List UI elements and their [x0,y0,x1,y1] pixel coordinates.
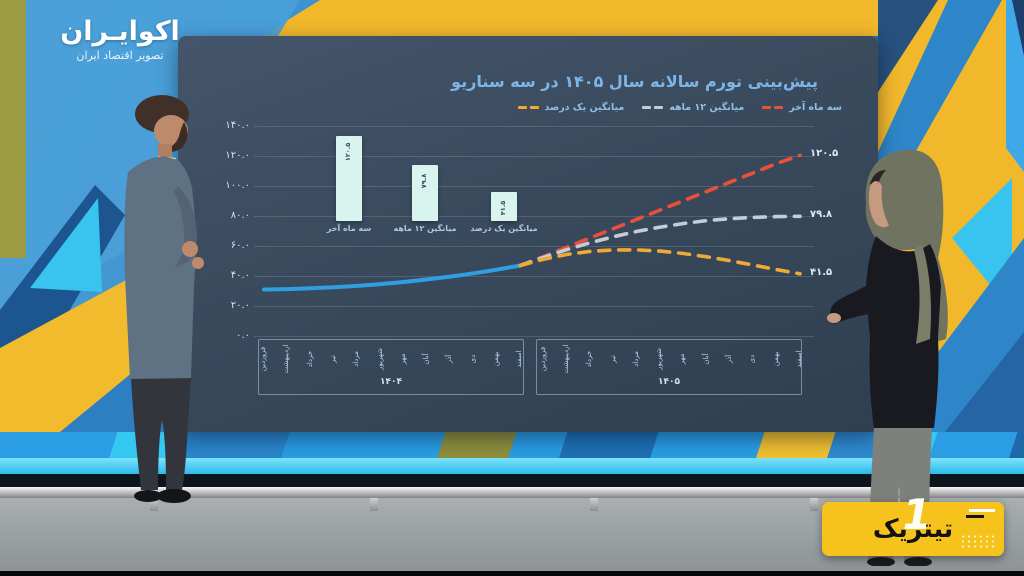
inset-bar [491,191,517,221]
legend-dash-marker [762,106,784,109]
x-group-box-1405 [536,339,802,395]
gridline [254,276,814,277]
chart-panel: پیش‌بینی تورم سالانه سال ۱۴۰۵ در سه سنار… [178,36,878,432]
inset-bar-category: میانگین ۱۲ ماهه [393,224,457,233]
chart-legend: سه ماه آخر میانگین ۱۲ ماهه میانگین یک درصد [517,102,842,113]
gridline [254,126,814,127]
inset-bar-category: میانگین یک درصد [470,224,538,233]
badge-label: تیتریک [872,514,954,543]
program-badge: 1 تیتریک [822,490,1004,556]
presenter-female [827,149,948,566]
y-tick-label: ۱۴۰.۰ [225,120,250,131]
inset-bar [412,164,438,221]
y-tick-label: ۲۰.۰ [230,300,250,311]
y-tick-label: ۶۰.۰ [230,240,250,251]
y-tick-label: ۱۲۰.۰ [225,150,250,161]
inset-bar [336,136,362,221]
y-tick-label: ۰.۰ [236,330,250,341]
rail-foot [590,498,598,511]
gridline [254,246,814,247]
channel-name: اکوایـران [60,16,180,47]
rail-foot [370,498,378,511]
series-end-value: ۱۲۰.۵ [810,148,839,160]
inset-bar-category: سه ماه آخر [326,224,372,233]
floor-rail [0,487,1024,498]
gridline [254,186,814,187]
gridline [254,216,814,217]
series-line-forecast [518,248,802,276]
y-tick-label: ۴۰.۰ [230,270,250,281]
rail-foot [810,498,818,511]
y-tick-label: ۸۰.۰ [230,210,250,221]
legend-label: سه ماه آخر [789,102,842,113]
year-label-1404: ۱۴۰۴ [380,377,402,387]
line-chart-canvas [262,153,802,292]
chart-title: پیش‌بینی تورم سالانه سال ۱۴۰۵ در سه سنار… [451,72,818,91]
badge-dash-decoration [969,509,995,512]
series-end-value: ۷۹.۸ [810,209,833,221]
frame-bottom-edge [0,571,1024,576]
wall-glow-strip [0,458,1024,474]
series-line-actual [262,263,523,292]
series-end-value: ۴۱.۵ [810,266,833,278]
x-group-box-1404 [258,339,524,395]
legend-dash-marker [642,106,664,109]
year-label-1405: ۱۴۰۵ [658,377,680,387]
series-line-forecast [518,214,802,268]
gridline [254,156,814,157]
gridline [254,336,814,337]
presenter-male [124,95,204,503]
legend-label: میانگین ۱۲ ماهه [669,102,745,113]
badge-dash-decoration [966,515,984,518]
legend-label: میانگین یک درصد [544,102,625,113]
y-tick-label: ۱۰۰.۰ [225,180,250,191]
series-line-forecast [518,153,802,268]
channel-logo: اکوایـران تصویر اقتصاد ایران [38,16,202,62]
badge-dots-decoration [960,534,996,550]
legend-item: میانگین ۱۲ ماهه [642,102,744,113]
legend-dash-marker [517,106,539,109]
channel-tagline: تصویر اقتصاد ایران [76,49,164,62]
legend-item: سه ماه آخر [762,102,842,113]
backdrop-olive-strip [0,0,26,258]
legend-item: میانگین یک درصد [517,102,625,113]
gridline [254,306,814,307]
rail-foot [150,498,158,511]
wall-base-shadow [0,474,1024,487]
